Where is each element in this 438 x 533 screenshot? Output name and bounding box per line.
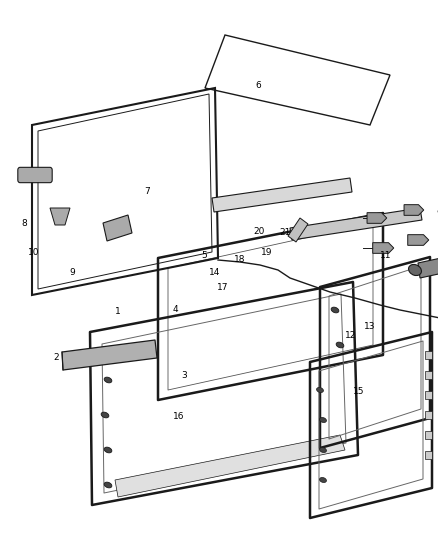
Ellipse shape: [101, 412, 109, 418]
Polygon shape: [62, 340, 157, 370]
Text: 17: 17: [217, 284, 228, 292]
Ellipse shape: [331, 307, 339, 313]
Polygon shape: [425, 391, 432, 399]
Polygon shape: [408, 235, 429, 245]
Text: 14: 14: [209, 269, 220, 277]
Ellipse shape: [409, 264, 421, 276]
Ellipse shape: [104, 482, 112, 488]
Text: 6: 6: [255, 81, 261, 90]
Polygon shape: [103, 215, 132, 241]
Text: 12: 12: [345, 332, 356, 340]
Text: 13: 13: [364, 322, 376, 330]
Polygon shape: [425, 411, 432, 419]
Text: 8: 8: [21, 220, 27, 228]
Text: 3: 3: [181, 372, 187, 380]
Ellipse shape: [320, 478, 326, 482]
Text: 5: 5: [201, 252, 207, 260]
Text: 4: 4: [173, 305, 178, 313]
Polygon shape: [404, 205, 424, 215]
Ellipse shape: [104, 377, 112, 383]
Polygon shape: [418, 255, 438, 278]
Text: 9: 9: [69, 269, 75, 277]
Polygon shape: [425, 371, 432, 379]
Text: 10: 10: [28, 248, 40, 256]
Text: 11: 11: [380, 252, 391, 260]
Text: 21: 21: [279, 228, 290, 237]
Polygon shape: [115, 435, 345, 497]
Polygon shape: [288, 218, 308, 242]
Polygon shape: [373, 243, 394, 253]
Ellipse shape: [104, 447, 112, 453]
Text: 7: 7: [144, 188, 150, 196]
Polygon shape: [290, 208, 422, 240]
Ellipse shape: [317, 387, 323, 392]
Text: 19: 19: [261, 248, 273, 256]
Polygon shape: [212, 178, 352, 212]
Ellipse shape: [336, 342, 344, 348]
Text: 18: 18: [234, 255, 246, 263]
Text: 16: 16: [173, 413, 184, 421]
Text: 15: 15: [353, 387, 365, 396]
Polygon shape: [50, 208, 70, 225]
Polygon shape: [425, 351, 432, 359]
Polygon shape: [425, 451, 432, 459]
Text: 2: 2: [53, 353, 59, 361]
Ellipse shape: [320, 417, 326, 423]
Polygon shape: [367, 213, 387, 223]
Polygon shape: [425, 431, 432, 439]
Text: 1: 1: [115, 308, 121, 316]
Text: 20: 20: [254, 227, 265, 236]
FancyBboxPatch shape: [18, 167, 52, 183]
Ellipse shape: [320, 448, 326, 453]
